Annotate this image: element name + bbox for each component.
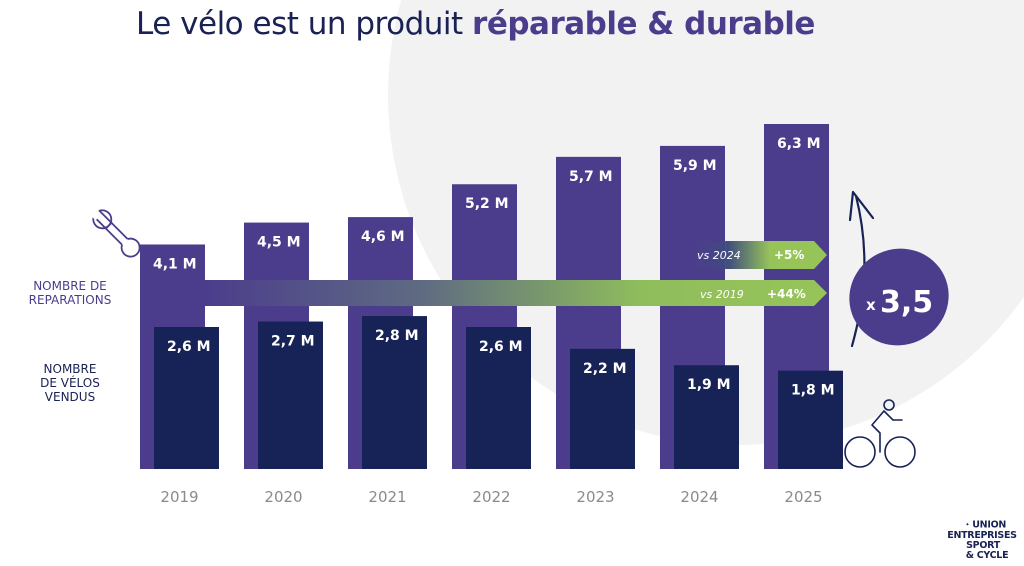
wrench-icon [88, 209, 141, 258]
arrow-vs-2024-value: +5% [774, 248, 804, 262]
legend-repairs-line2: REPARATIONS [28, 293, 112, 307]
label-repairs-2024: 5,9 M [673, 158, 717, 174]
bar-sold-2024 [674, 365, 739, 469]
bar-sold-2022 [466, 327, 531, 469]
bar-sold-2023 [570, 348, 635, 469]
bar-sold-2025 [778, 370, 843, 469]
label-sold-2024: 1,9 M [687, 377, 731, 393]
label-sold-2023: 2,2 M [583, 361, 627, 377]
legend-sold-line3: VENDUS [44, 390, 96, 404]
legend-repairs: NOMBRE DE REPARATIONS [14, 279, 126, 307]
title-regular: Le vélo est un produit [136, 6, 473, 42]
legend-sold-line1: NOMBRE [43, 362, 97, 376]
label-sold-2022: 2,6 M [479, 339, 523, 355]
arrow-vs-2024: vs 2024 +5% [685, 241, 827, 269]
x-tick-2024: 2024 [680, 488, 718, 506]
logo-line3: SPORT [966, 539, 1000, 551]
bar-sold-2021 [362, 316, 427, 469]
union-sport-cycle-logo: ✦ UNION ENTREPRISES SPORT & CYCLE [944, 520, 1020, 561]
label-repairs-2025: 6,3 M [777, 136, 821, 152]
title-accent: réparable & durable [472, 6, 815, 42]
multiplier-badge: x 3,5 [849, 248, 949, 346]
label-repairs-2021: 4,6 M [361, 229, 405, 245]
x-tick-2022: 2022 [472, 488, 510, 506]
legend-repairs-line1: NOMBRE DE [33, 279, 107, 293]
multiplier-value: 3,5 [880, 285, 933, 320]
sold-bars: 2,6 M 2,7 M 2,8 M 2,6 M 2,2 M 1,9 M 1,8 M [154, 316, 843, 469]
x-tick-2023: 2023 [576, 488, 614, 506]
arrow-vs-2019-value: +44% [767, 287, 806, 301]
logo-line4: & CYCLE [965, 549, 1009, 561]
bar-sold-2020 [258, 321, 323, 469]
logo-mark-icon: ✦ [965, 522, 970, 528]
arrow-vs-2019-shape [205, 280, 827, 306]
label-sold-2019: 2,6 M [167, 339, 211, 355]
legend-sold-line2: DE VÉLOS [40, 376, 100, 390]
page-title: Le vélo est un produit réparable & durab… [136, 6, 896, 42]
x-tick-2020: 2020 [264, 488, 302, 506]
arrow-vs-2024-label: vs 2024 [697, 249, 741, 262]
legend-sold: NOMBRE DE VÉLOS VENDUS [24, 362, 116, 404]
label-sold-2021: 2,8 M [375, 328, 419, 344]
logo-line1: UNION [972, 519, 1006, 531]
label-repairs-2023: 5,7 M [569, 169, 613, 185]
bar-sold-2019 [154, 327, 219, 469]
arrow-vs-2019: vs 2019 +44% [205, 280, 827, 306]
label-sold-2020: 2,7 M [271, 334, 315, 350]
arrow-vs-2019-label: vs 2019 [700, 288, 744, 301]
multiplier-prefix: x [866, 296, 876, 314]
x-tick-2019: 2019 [160, 488, 198, 506]
label-repairs-2019: 4,1 M [153, 256, 197, 272]
cyclist-icon [844, 399, 916, 468]
label-sold-2025: 1,8 M [791, 383, 835, 399]
x-axis-ticks: 2019 2020 2021 2022 2023 2024 2025 [160, 488, 822, 506]
arrow-vs-2024-shape [685, 241, 827, 269]
x-tick-2021: 2021 [368, 488, 406, 506]
logo-line2: ENTREPRISES [947, 529, 1017, 541]
x-tick-2025: 2025 [784, 488, 822, 506]
label-repairs-2020: 4,5 M [257, 235, 301, 251]
label-repairs-2022: 5,2 M [465, 196, 509, 212]
